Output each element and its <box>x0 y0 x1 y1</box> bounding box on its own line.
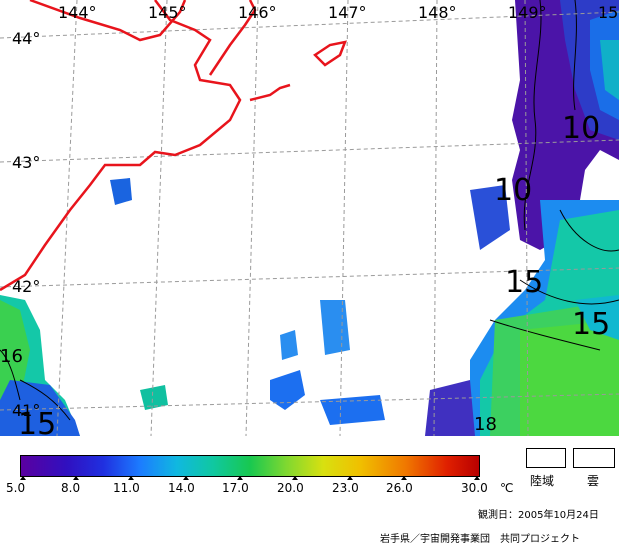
sst-map: 144° 145° 146° 147° 148° 149° 15 44° 43°… <box>0 0 619 436</box>
lat-label-42: 42° <box>12 277 40 296</box>
land-key-label: 陸域 <box>530 474 555 488</box>
contour-lines <box>0 0 619 421</box>
lon-label-146: 146° <box>238 3 277 22</box>
credit-line: 岩手県／宇宙開発事業団 共同プロジェクト <box>380 534 580 545</box>
colorbar-unit: ℃ <box>500 481 514 495</box>
lon-label-149: 149° <box>508 3 547 22</box>
lat-label-41: 41° <box>12 401 40 420</box>
sst-data-east <box>425 0 619 436</box>
lon-label-150: 15 <box>598 3 618 22</box>
colorbar-tick-14: 14.0 <box>168 481 195 495</box>
coastline <box>0 0 347 292</box>
lat-label-43: 43° <box>12 153 40 172</box>
colorbar-tick-8: 8.0 <box>61 481 81 495</box>
colorbar <box>20 455 480 477</box>
colorbar-tick-17: 17.0 <box>222 481 249 495</box>
contour-label-15-mid: 15 <box>505 265 543 300</box>
cloud-key-swatch <box>573 448 615 468</box>
lon-label-147: 147° <box>328 3 367 22</box>
colorbar-tick-5: 5.0 <box>6 481 26 495</box>
observation-date: 観測日：2005年10月24日 <box>478 510 599 521</box>
colorbar-tick-20: 20.0 <box>277 481 304 495</box>
cloud-key-label: 雲 <box>587 474 600 488</box>
contour-label-10-upper: 10 <box>562 111 600 146</box>
sst-scattered-patches <box>110 178 385 425</box>
colorbar-tick-11: 11.0 <box>113 481 140 495</box>
colorbar-tick-26: 26.0 <box>386 481 413 495</box>
colorbar-tick-30: 30.0 <box>461 481 488 495</box>
latitude-labels: 44° 43° 42° 41° <box>12 29 40 420</box>
sst-data-west <box>0 295 80 436</box>
lon-label-145: 145° <box>148 3 187 22</box>
contour-label-16: 16 <box>0 346 23 367</box>
contour-label-18: 18 <box>474 414 497 435</box>
lon-label-148: 148° <box>418 3 457 22</box>
contour-labels: 10 10 15 15 16 15 18 <box>0 111 610 436</box>
land-key-swatch <box>526 448 566 468</box>
graticule <box>0 0 619 436</box>
contour-label-15-west: 15 <box>18 407 56 436</box>
contour-label-10-lower: 10 <box>494 173 532 208</box>
lat-label-44: 44° <box>12 29 40 48</box>
longitude-labels: 144° 145° 146° 147° 148° 149° 15 <box>58 3 618 22</box>
colorbar-tick-23: 23.0 <box>332 481 359 495</box>
lon-label-144: 144° <box>58 3 97 22</box>
contour-label-15-right: 15 <box>572 307 610 342</box>
